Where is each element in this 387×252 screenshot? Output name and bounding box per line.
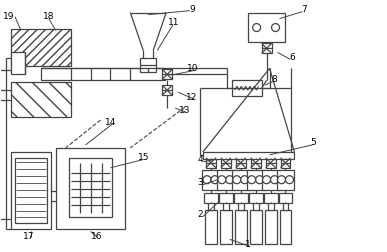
Circle shape — [226, 176, 234, 184]
Text: 2: 2 — [197, 210, 203, 219]
Bar — [253, 202, 259, 209]
Text: 18: 18 — [43, 12, 55, 21]
Bar — [250, 209, 262, 244]
Bar — [11, 28, 71, 66]
Bar — [281, 158, 291, 168]
Circle shape — [256, 176, 264, 184]
Bar — [249, 193, 263, 203]
Bar — [162, 85, 172, 95]
Text: 3: 3 — [197, 178, 203, 187]
Bar — [235, 209, 247, 244]
Text: 9: 9 — [189, 5, 195, 14]
Bar — [265, 158, 276, 168]
Text: 6: 6 — [289, 53, 295, 62]
Circle shape — [277, 176, 286, 184]
Text: 5: 5 — [310, 138, 316, 147]
Bar — [11, 152, 51, 229]
Text: 7: 7 — [301, 5, 307, 14]
Bar — [140, 58, 156, 72]
Circle shape — [272, 24, 279, 32]
Bar — [248, 13, 286, 43]
Text: 16: 16 — [91, 232, 102, 241]
Bar — [283, 202, 288, 209]
Circle shape — [233, 176, 241, 184]
Circle shape — [286, 176, 293, 184]
Bar — [232, 80, 262, 96]
Bar — [41, 68, 165, 80]
Text: 19: 19 — [3, 12, 15, 21]
Text: 10: 10 — [187, 64, 199, 73]
Bar — [208, 202, 214, 209]
Bar — [68, 158, 113, 217]
Text: 11: 11 — [168, 18, 180, 27]
Bar — [234, 193, 248, 203]
Bar — [265, 209, 277, 244]
Bar — [236, 158, 246, 168]
Bar — [11, 82, 71, 117]
Bar — [262, 43, 272, 53]
Bar — [221, 158, 231, 168]
Bar — [205, 209, 217, 244]
Bar — [217, 170, 235, 190]
Text: 14: 14 — [105, 117, 116, 127]
Bar — [202, 170, 220, 190]
Circle shape — [253, 24, 260, 32]
Circle shape — [211, 176, 219, 184]
Text: 1: 1 — [245, 240, 250, 249]
Circle shape — [271, 176, 279, 184]
Bar — [206, 158, 216, 168]
Bar — [219, 193, 233, 203]
Text: 13: 13 — [179, 106, 191, 115]
Circle shape — [263, 176, 271, 184]
Bar — [15, 158, 47, 224]
Bar — [238, 202, 244, 209]
Text: 17: 17 — [23, 232, 35, 241]
Bar — [279, 193, 293, 203]
Bar — [220, 209, 232, 244]
Text: 12: 12 — [186, 93, 198, 102]
Circle shape — [203, 176, 211, 184]
Bar — [223, 202, 229, 209]
Bar — [262, 170, 279, 190]
Text: 15: 15 — [137, 153, 149, 162]
Text: 4: 4 — [197, 155, 203, 164]
Bar — [11, 52, 25, 74]
Bar — [267, 202, 274, 209]
Circle shape — [248, 176, 256, 184]
Circle shape — [218, 176, 226, 184]
Bar — [204, 193, 218, 203]
Bar — [247, 170, 265, 190]
Bar — [277, 170, 295, 190]
Bar — [56, 148, 125, 229]
Bar — [279, 209, 291, 244]
Circle shape — [241, 176, 249, 184]
Bar — [162, 69, 172, 79]
Bar — [203, 152, 295, 159]
Bar — [251, 158, 260, 168]
Bar — [264, 193, 277, 203]
Text: 8: 8 — [272, 75, 277, 84]
Bar — [232, 170, 250, 190]
